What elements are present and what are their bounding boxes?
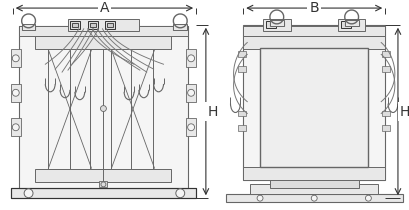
Bar [238,110,246,116]
Bar [11,118,20,136]
Circle shape [187,55,194,62]
Bar [262,19,290,31]
Bar [265,21,275,28]
Bar [99,181,107,187]
Bar [107,23,113,27]
Circle shape [12,89,19,96]
Circle shape [256,195,262,201]
Bar [22,24,36,30]
Bar [225,194,402,202]
Bar [337,19,364,31]
Bar [19,26,188,188]
Bar [243,36,384,49]
Bar [186,49,196,67]
Text: H: H [207,105,218,118]
Bar [68,19,139,31]
Bar [173,24,187,30]
Circle shape [187,124,194,131]
Bar [269,20,283,26]
Bar [11,84,20,102]
Bar [36,36,171,49]
Bar [72,23,78,27]
Bar [243,167,384,180]
Circle shape [12,55,19,62]
Bar [381,125,389,131]
Text: B: B [309,1,318,15]
Bar [381,51,389,57]
Bar [11,49,20,67]
Bar [131,49,152,169]
Circle shape [187,89,194,96]
Circle shape [12,124,19,131]
Circle shape [100,106,106,112]
Bar [88,21,97,29]
Bar [90,49,111,169]
Bar [70,21,80,29]
Bar [11,188,196,198]
Bar [340,21,350,28]
Bar [105,21,115,29]
Bar [238,66,246,72]
Bar [11,188,196,198]
Text: A: A [99,1,109,15]
Bar [269,180,358,188]
Text: H: H [399,105,409,118]
Circle shape [24,189,33,198]
Bar [186,118,196,136]
Bar [381,66,389,72]
Circle shape [310,195,317,201]
Bar [238,51,246,57]
Circle shape [175,189,184,198]
Circle shape [101,182,106,187]
Bar [19,26,188,36]
Bar [243,25,384,180]
Bar [344,20,358,26]
Bar [259,49,368,167]
Circle shape [364,195,371,201]
Bar [186,84,196,102]
Bar [238,125,246,131]
Bar [249,184,378,194]
Bar [381,110,389,116]
Bar [243,26,384,36]
Bar [48,49,70,169]
Bar [90,23,95,27]
Bar [36,169,171,182]
